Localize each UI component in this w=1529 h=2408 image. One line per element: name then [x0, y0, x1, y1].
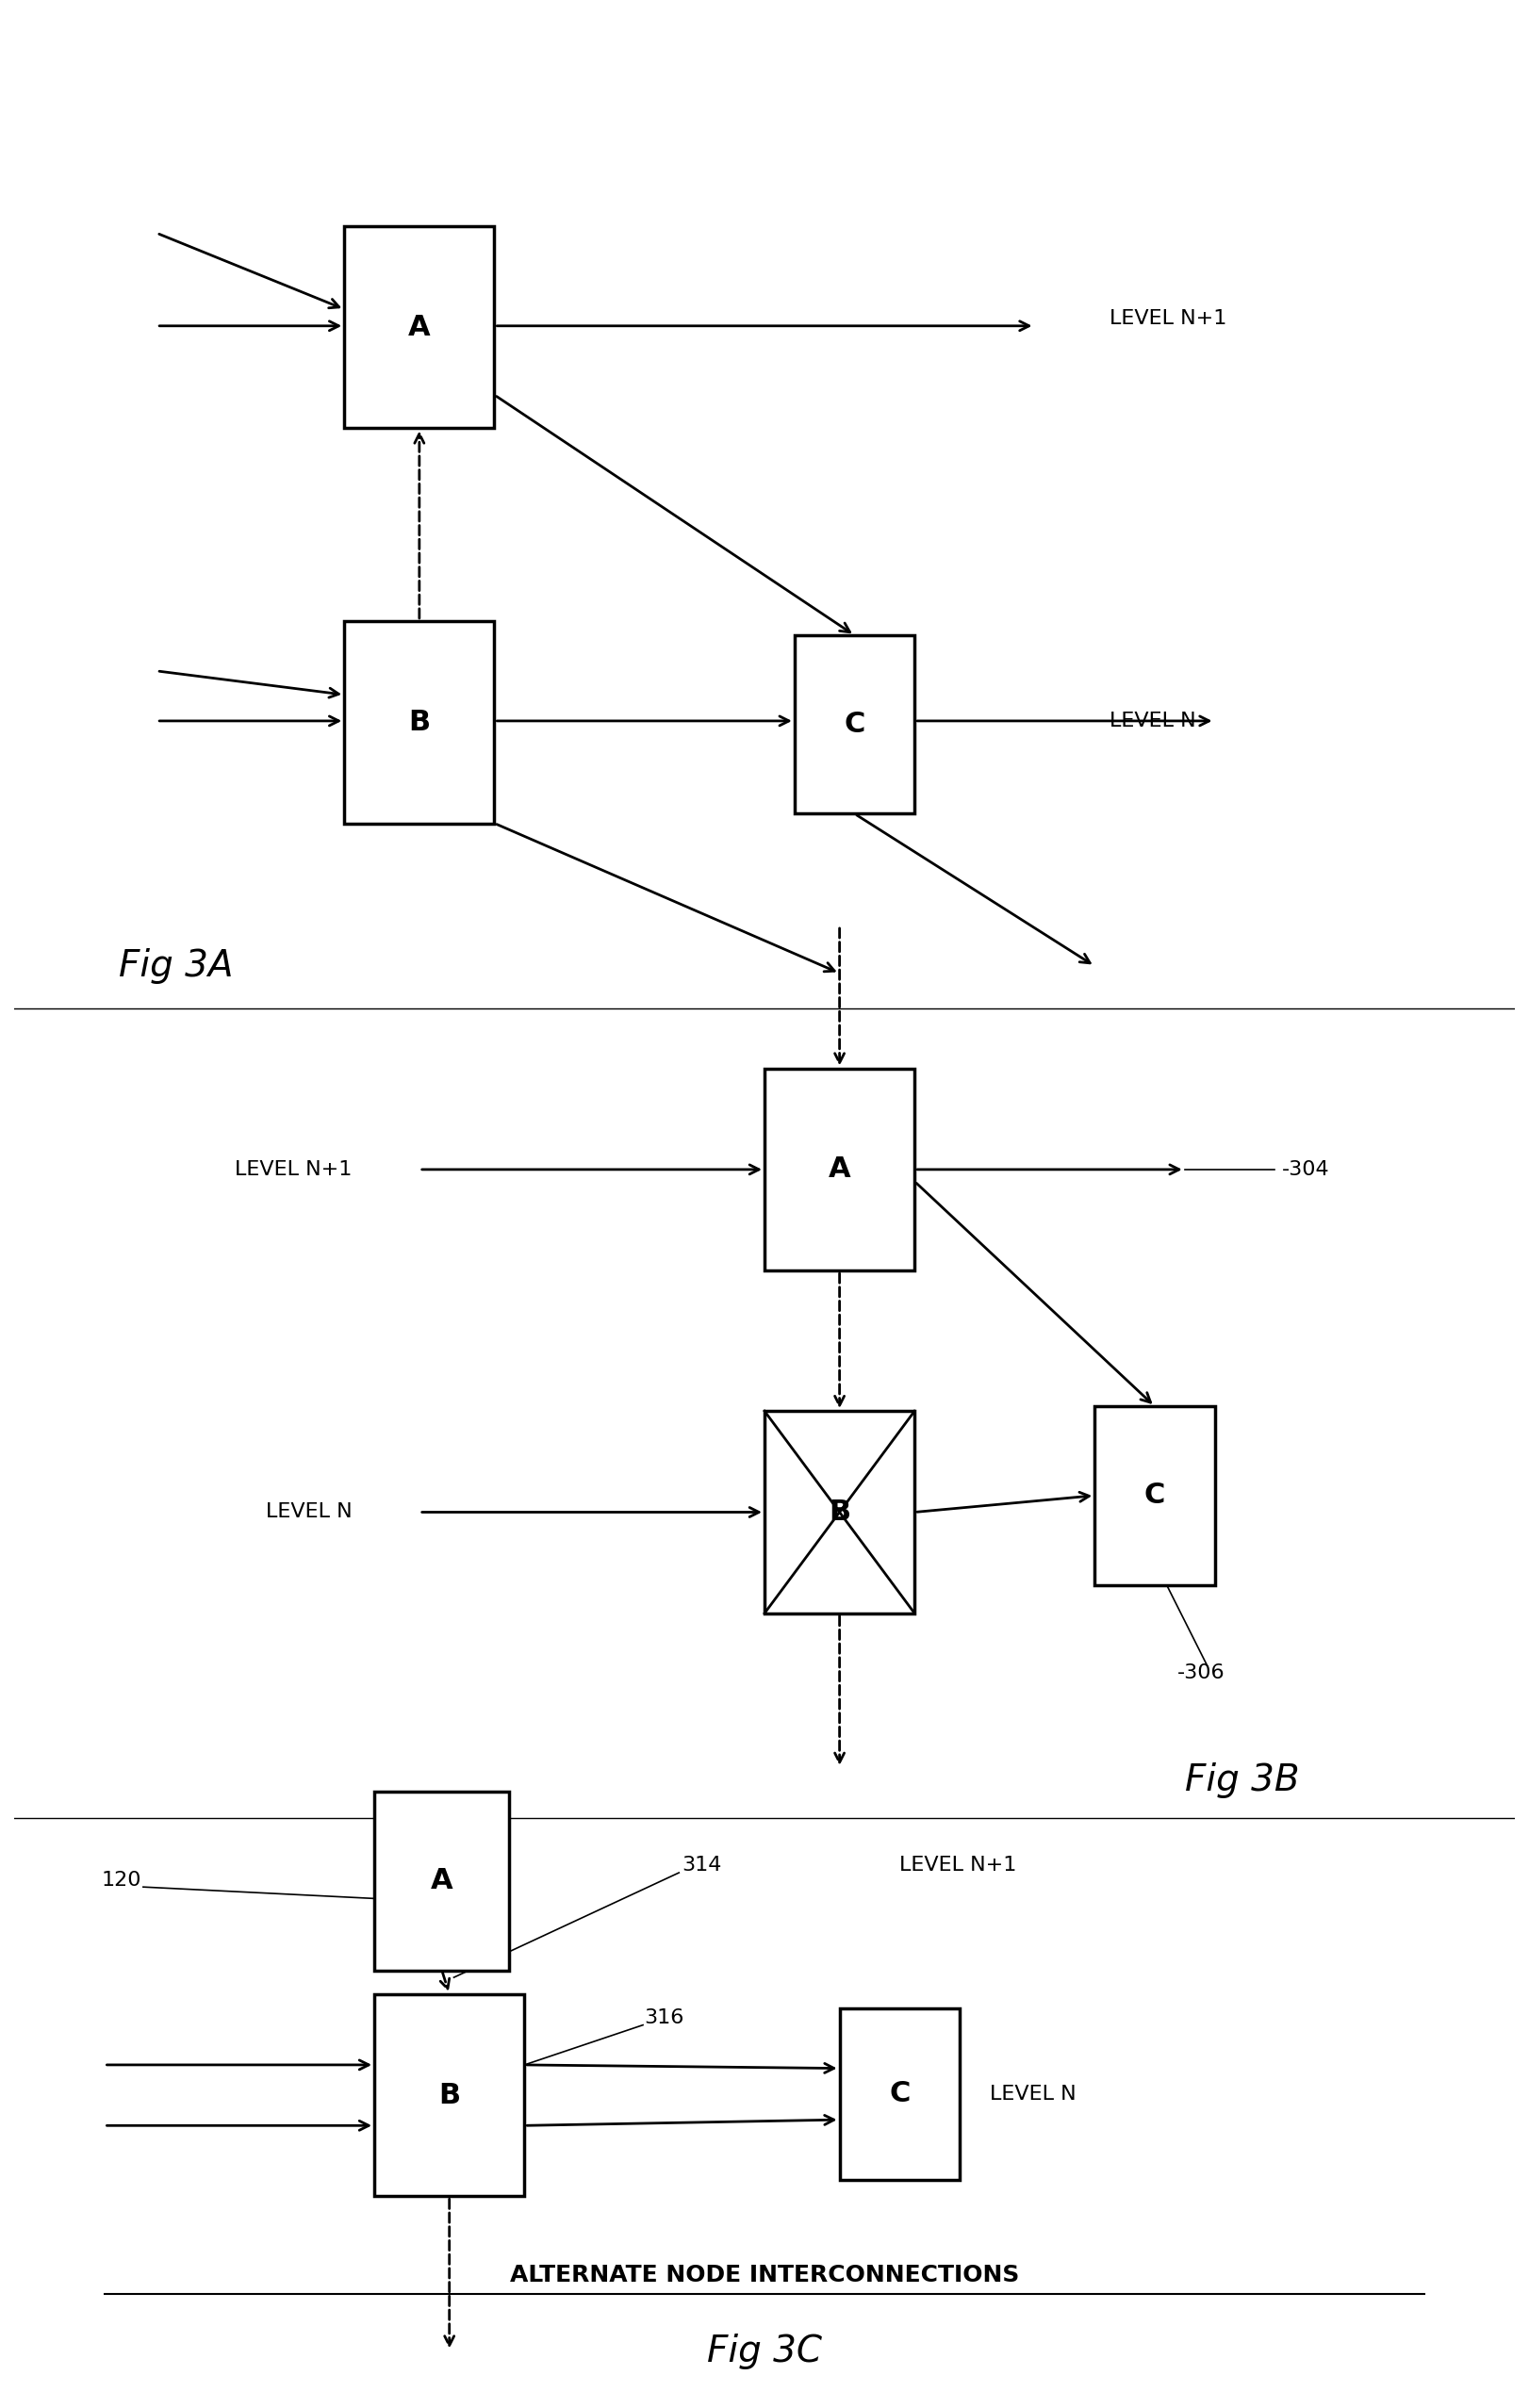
FancyBboxPatch shape — [344, 621, 494, 824]
Text: A: A — [829, 1156, 850, 1182]
Text: -306: -306 — [1177, 1664, 1225, 1683]
Text: Fig 3B: Fig 3B — [1185, 1763, 1300, 1799]
Text: -304: -304 — [1283, 1161, 1330, 1180]
Text: C: C — [1144, 1481, 1165, 1510]
Text: 314: 314 — [682, 1857, 722, 1876]
FancyBboxPatch shape — [839, 2008, 960, 2179]
FancyBboxPatch shape — [764, 1069, 914, 1271]
Text: C: C — [844, 710, 865, 739]
FancyBboxPatch shape — [375, 1994, 524, 2196]
Text: B: B — [829, 1498, 850, 1527]
Text: LEVEL N: LEVEL N — [1110, 710, 1196, 730]
Text: 120: 120 — [101, 1871, 142, 1890]
Text: A: A — [431, 1866, 453, 1895]
Text: Fig 3C: Fig 3C — [706, 2333, 823, 2369]
Text: LEVEL N+1: LEVEL N+1 — [234, 1161, 352, 1180]
FancyBboxPatch shape — [344, 226, 494, 429]
Text: LEVEL N: LEVEL N — [266, 1503, 352, 1522]
Text: B: B — [408, 708, 430, 737]
FancyBboxPatch shape — [375, 1792, 509, 1970]
Text: A: A — [408, 313, 431, 342]
Text: LEVEL N+1: LEVEL N+1 — [1110, 308, 1226, 327]
Text: LEVEL N+1: LEVEL N+1 — [899, 1857, 1017, 1876]
Text: LEVEL N: LEVEL N — [989, 2085, 1076, 2105]
Text: Fig 3A: Fig 3A — [119, 949, 234, 985]
FancyBboxPatch shape — [795, 636, 914, 814]
FancyBboxPatch shape — [1095, 1406, 1214, 1584]
Text: B: B — [439, 2081, 460, 2109]
Text: 316: 316 — [644, 2008, 685, 2028]
Text: C: C — [888, 2081, 910, 2107]
FancyBboxPatch shape — [764, 1411, 914, 1613]
Text: ALTERNATE NODE INTERCONNECTIONS: ALTERNATE NODE INTERCONNECTIONS — [509, 2264, 1020, 2285]
